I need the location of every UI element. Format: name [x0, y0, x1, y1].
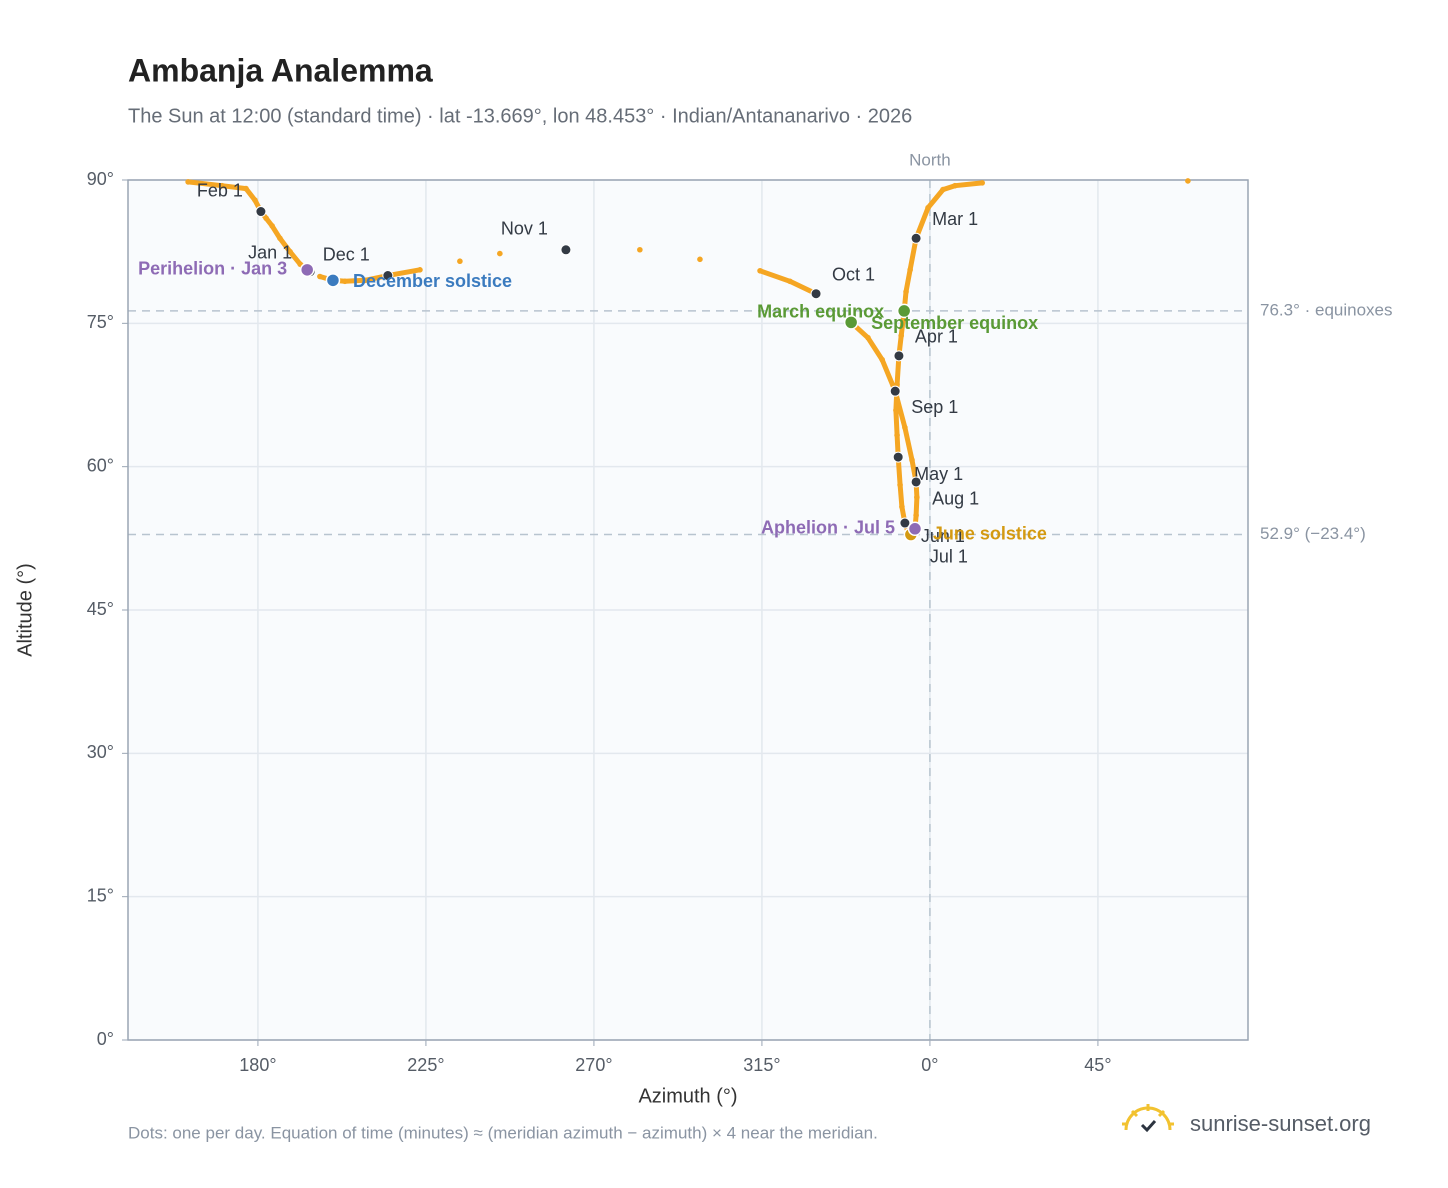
event-label: December solstice — [353, 271, 512, 291]
reference-label: North — [909, 150, 951, 169]
grid: 180° 225° 270° 315° 0° 45° 0° 15° 30° 45° 60° 75° 90… — [87, 169, 1248, 1075]
chart-title: Ambanja Analemma — [128, 52, 433, 88]
month-label: Aug 1 — [932, 489, 979, 509]
day-dot — [940, 186, 946, 193]
event-dot — [843, 315, 859, 330]
day-dot — [252, 197, 258, 203]
event-label: September equinox — [871, 313, 1038, 333]
y-tick-label: 30° — [87, 742, 114, 762]
month-dot — [892, 451, 904, 463]
month-label: Nov 1 — [501, 219, 548, 239]
brand-logo — [1122, 1104, 1174, 1133]
month-label: Jan 1 — [248, 242, 292, 262]
event-label: March equinox — [757, 302, 884, 322]
day-dot — [787, 278, 793, 285]
event-label: Perihelion · Jan 3 — [138, 259, 287, 279]
day-dot — [697, 256, 703, 263]
month-label: Mar 1 — [932, 209, 978, 229]
month-dot — [560, 244, 572, 256]
day-dot — [903, 289, 909, 295]
day-dot — [925, 204, 931, 211]
y-tick-label: 45° — [87, 599, 114, 619]
day-dot — [899, 504, 905, 510]
analemma-line — [185, 179, 985, 537]
day-dot — [362, 277, 368, 284]
x-tick-label: 270° — [575, 1055, 612, 1075]
day-dot — [457, 258, 463, 265]
x-tick-label: 225° — [407, 1055, 444, 1075]
month-dot — [899, 517, 911, 529]
x-tick-label: 180° — [239, 1055, 276, 1075]
month-label: May 1 — [914, 464, 963, 484]
day-dot — [757, 267, 763, 274]
chart-subtitle: The Sun at 12:00 (standard time) · lat -… — [128, 105, 912, 127]
event-label: Aphelion · Jul 5 — [761, 518, 895, 538]
y-tick-label: 0° — [97, 1029, 114, 1049]
x-tick-label: 45° — [1084, 1055, 1111, 1075]
day-dot — [909, 457, 915, 463]
day-dot — [287, 248, 293, 255]
day-dot — [269, 223, 275, 229]
day-dot — [894, 432, 900, 438]
day-dot — [865, 334, 871, 341]
event-dot — [299, 262, 315, 278]
day-dot — [907, 267, 913, 273]
month-label: Dec 1 — [323, 244, 370, 264]
month-dot — [810, 288, 822, 300]
day-dot — [263, 215, 269, 222]
x-tick-label: 315° — [743, 1055, 780, 1075]
day-dot — [914, 494, 920, 501]
month-label: Feb 1 — [197, 180, 243, 200]
month-dot — [889, 385, 901, 397]
day-dot — [979, 180, 985, 186]
day-dot — [893, 407, 899, 414]
month-dot — [910, 232, 922, 244]
day-dot — [317, 273, 323, 280]
day-dot — [1185, 178, 1191, 184]
month-label: Oct 1 — [832, 264, 875, 284]
x-tick-label: 0° — [921, 1055, 938, 1075]
y-tick-label: 90° — [87, 169, 114, 189]
y-tick-label: 15° — [87, 885, 114, 905]
day-dot — [219, 182, 225, 189]
plot-border — [127, 179, 1249, 1041]
day-dot — [243, 185, 249, 192]
reference-label: 76.3° · equinoxes — [1260, 300, 1393, 319]
y-axis-label: Altitude (°) — [14, 563, 36, 657]
month-label: Jul 1 — [930, 546, 968, 566]
day-dot — [897, 482, 903, 488]
month-label: Sep 1 — [911, 397, 958, 417]
day-dot — [497, 250, 503, 257]
y-tick-label: 75° — [87, 312, 114, 332]
footnote: Dots: one per day. Equation of time (min… — [128, 1123, 878, 1142]
day-dot — [898, 332, 904, 339]
day-dot — [185, 179, 191, 185]
day-dot — [913, 512, 919, 519]
event-dot — [907, 521, 923, 537]
day-dot — [637, 246, 643, 253]
month-dot — [893, 350, 905, 362]
x-axis-label: Azimuth (°) — [638, 1085, 737, 1107]
day-dot — [417, 267, 423, 273]
month-label: Jun 1 — [921, 526, 965, 546]
day-dot — [879, 356, 885, 363]
month-dot — [910, 476, 922, 488]
month-dot — [255, 206, 267, 218]
day-dot — [952, 182, 958, 189]
month-dot — [382, 270, 394, 282]
day-dot — [342, 278, 348, 285]
event-dot — [896, 303, 912, 319]
brand-name: sunrise-sunset.org — [1190, 1111, 1371, 1136]
reference-lines: 76.3° · equinoxes 52.9° (−23.4°) North — [128, 150, 1393, 1040]
reference-label: 52.9° (−23.4°) — [1260, 524, 1366, 543]
day-dot — [902, 424, 908, 431]
y-tick-label: 60° — [87, 455, 114, 475]
event-dot — [325, 273, 341, 288]
month-label: Apr 1 — [915, 327, 958, 347]
day-dot — [277, 235, 283, 242]
event-label: June solstice — [933, 523, 1047, 543]
